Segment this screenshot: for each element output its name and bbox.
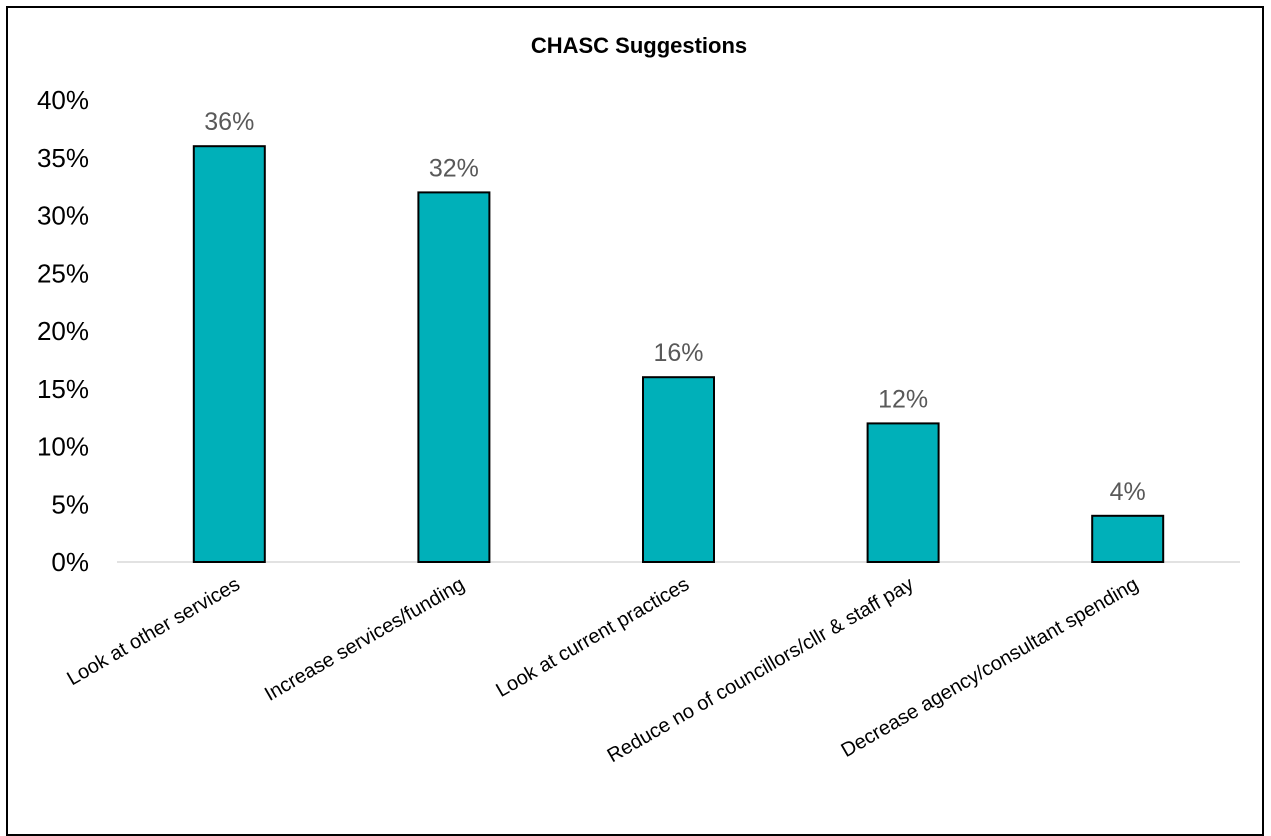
y-axis-tick-labels: 0% 5% 10% 15% 20% 25% 30% 35% 40% (37, 85, 89, 577)
bar (192, 145, 266, 563)
data-label: 32% (429, 154, 479, 182)
data-label: 12% (878, 385, 928, 413)
x-tick-label: Look at other services (63, 573, 243, 690)
y-tick-label: 20% (37, 316, 89, 346)
x-axis-tick-labels: Look at other services Increase services/… (63, 573, 1142, 767)
bar (642, 376, 715, 564)
data-label: 16% (653, 339, 703, 367)
bar (1091, 514, 1165, 563)
x-tick-label: Increase services/funding (261, 573, 468, 705)
data-labels: 36% 32% 16% 12% 4% (204, 108, 1145, 506)
y-tick-label: 15% (37, 374, 89, 404)
y-tick-label: 30% (37, 201, 89, 231)
data-label: 36% (204, 108, 254, 136)
bar (417, 191, 491, 563)
y-tick-label: 35% (37, 143, 89, 173)
bar (866, 422, 940, 563)
chart-title: CHASC Suggestions (531, 33, 747, 58)
y-tick-label: 40% (37, 85, 89, 115)
y-tick-label: 5% (51, 489, 89, 519)
y-tick-label: 25% (37, 258, 89, 288)
x-tick-label: Look at current practices (492, 573, 693, 702)
y-tick-label: 0% (51, 547, 89, 577)
y-tick-label: 10% (37, 432, 89, 462)
bars (192, 145, 1165, 564)
data-label: 4% (1110, 478, 1146, 506)
